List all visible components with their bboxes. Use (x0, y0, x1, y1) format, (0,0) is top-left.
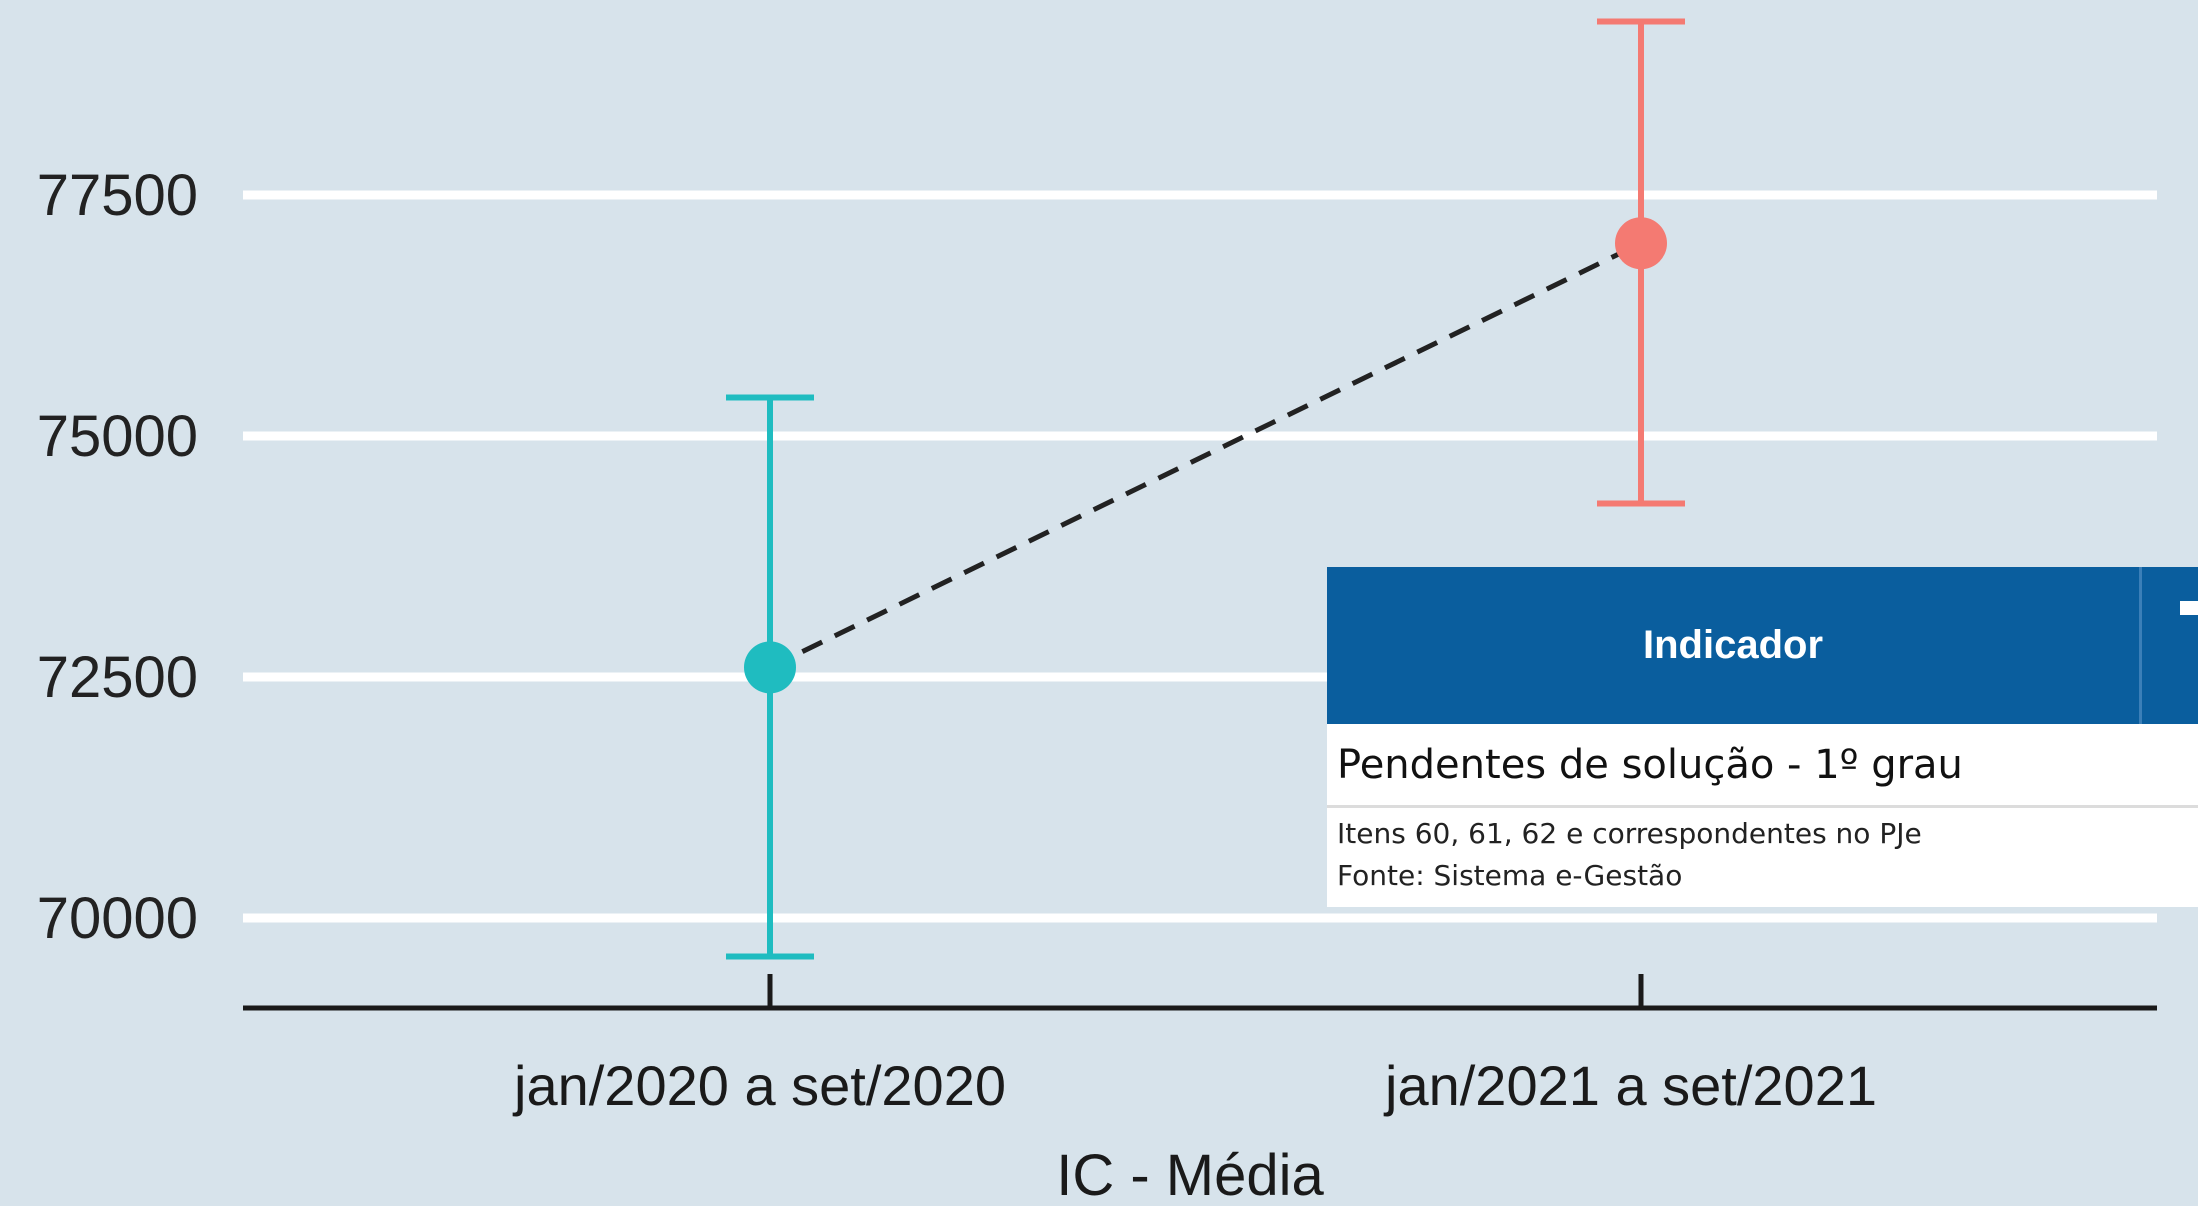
indicator-header: Indicador (1327, 567, 2142, 724)
indicator-divider (1327, 805, 2198, 808)
mean-point (1615, 217, 1667, 270)
indicator-source-note: Fonte: Sistema e-Gestão (1337, 859, 1683, 892)
y-tick-label: 70000 (37, 886, 198, 951)
mean-connector-line (768, 240, 1643, 670)
indicator-header-extra (2142, 567, 2198, 724)
y-tick-labels: 70000 72500 75000 77500 (37, 163, 198, 951)
x-tick-marks (767, 974, 1644, 1008)
mean-point (744, 641, 796, 694)
indicator-items-note: Itens 60, 61, 62 e correspondentes no PJ… (1337, 817, 1922, 850)
x-axis-title: IC - Média (1056, 1143, 1324, 1206)
y-tick-label: 77500 (37, 163, 198, 228)
y-tick-label: 75000 (37, 404, 198, 469)
indicator-panel: Indicador Pendentes de solução - 1º grau… (1327, 567, 2198, 907)
indicator-title: Pendentes de solução - 1º grau (1337, 742, 1963, 788)
x-tick-label: jan/2021 a set/2021 (1383, 1054, 1877, 1117)
y-tick-label: 72500 (37, 645, 198, 710)
x-tick-label: jan/2020 a set/2020 (512, 1054, 1006, 1117)
mean-points (744, 217, 1667, 694)
x-tick-labels: jan/2020 a set/2020 jan/2021 a set/2021 (512, 1054, 1877, 1117)
